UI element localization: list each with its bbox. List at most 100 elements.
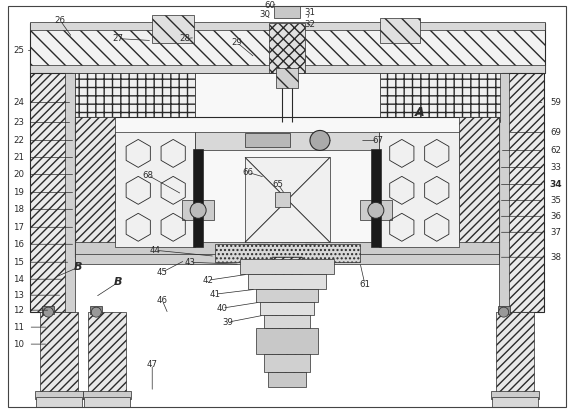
Bar [492, 397, 538, 407]
Text: 33: 33 [550, 163, 561, 172]
Bar [499, 73, 509, 312]
Bar [245, 133, 290, 147]
Text: 27: 27 [113, 34, 124, 43]
Bar [275, 192, 290, 207]
Bar [193, 150, 203, 247]
Text: 68: 68 [143, 171, 154, 180]
Circle shape [91, 307, 101, 317]
Bar [115, 132, 195, 247]
Bar [260, 302, 314, 315]
Bar [380, 73, 499, 122]
Bar [65, 73, 75, 312]
Bar [152, 15, 194, 42]
Text: 25: 25 [13, 46, 24, 55]
Bar [264, 315, 310, 328]
Bar [84, 397, 130, 407]
Bar [256, 328, 318, 354]
Bar [491, 391, 538, 399]
Bar [36, 391, 83, 399]
Text: A: A [415, 106, 425, 119]
Bar [75, 73, 195, 122]
Bar [371, 150, 381, 247]
Bar [75, 242, 499, 257]
Text: 69: 69 [550, 128, 561, 137]
Bar [215, 244, 360, 262]
Text: B: B [74, 262, 83, 272]
Text: 66: 66 [243, 168, 254, 177]
Bar [379, 132, 459, 247]
Bar [245, 157, 330, 242]
Bar [360, 200, 392, 220]
Bar [42, 306, 55, 314]
Text: 38: 38 [550, 253, 561, 262]
Bar [248, 274, 326, 289]
Text: B: B [114, 277, 122, 287]
Bar [40, 312, 78, 397]
Circle shape [190, 202, 206, 218]
Text: 35: 35 [550, 196, 561, 205]
Circle shape [368, 202, 384, 218]
Bar [502, 73, 544, 312]
Text: 31: 31 [304, 8, 316, 17]
Text: 37: 37 [550, 228, 561, 237]
Bar [83, 391, 131, 399]
Bar [75, 117, 499, 132]
Bar [30, 21, 545, 30]
Bar [30, 65, 545, 73]
Circle shape [310, 131, 330, 150]
Text: 10: 10 [13, 339, 24, 349]
Text: 41: 41 [210, 290, 220, 299]
Bar [30, 23, 545, 73]
Text: 39: 39 [223, 318, 234, 327]
Text: 46: 46 [157, 296, 168, 305]
Bar [90, 306, 102, 314]
Text: 19: 19 [13, 188, 24, 197]
Text: 30: 30 [259, 10, 270, 19]
Bar [36, 397, 82, 407]
Text: 32: 32 [304, 20, 316, 29]
Text: 29: 29 [232, 38, 243, 47]
Text: 26: 26 [55, 16, 66, 25]
Bar [272, 257, 302, 382]
Circle shape [499, 307, 509, 317]
Bar [88, 312, 126, 397]
Text: 43: 43 [185, 258, 196, 267]
Text: 13: 13 [13, 291, 24, 300]
Text: 61: 61 [359, 280, 370, 289]
Bar [30, 73, 72, 312]
Text: 34: 34 [549, 180, 562, 189]
Text: 15: 15 [13, 258, 24, 267]
Text: 21: 21 [13, 153, 24, 162]
Text: 22: 22 [13, 136, 24, 145]
Bar [380, 18, 420, 42]
Text: 42: 42 [203, 276, 214, 285]
Text: 62: 62 [550, 146, 561, 155]
Text: 16: 16 [13, 240, 24, 249]
Bar [182, 200, 214, 220]
Text: 17: 17 [13, 223, 24, 232]
Bar [264, 354, 310, 372]
Text: 45: 45 [157, 268, 168, 277]
Text: 65: 65 [273, 180, 284, 189]
Bar [269, 23, 305, 73]
Text: 40: 40 [216, 304, 228, 313]
Text: 12: 12 [13, 306, 24, 315]
Bar [195, 132, 379, 150]
Bar [498, 306, 510, 314]
Bar [240, 259, 334, 274]
Text: 11: 11 [13, 323, 24, 332]
Text: 18: 18 [13, 205, 24, 214]
Bar [272, 257, 302, 382]
Text: 44: 44 [150, 246, 161, 255]
Circle shape [44, 307, 53, 317]
Bar [459, 117, 499, 257]
Text: 23: 23 [13, 118, 24, 127]
Text: 67: 67 [373, 136, 383, 145]
Text: 47: 47 [147, 360, 158, 369]
Bar [75, 117, 115, 257]
Text: 24: 24 [13, 98, 24, 107]
Bar [75, 254, 499, 264]
Text: 28: 28 [180, 34, 191, 43]
Text: 60: 60 [265, 1, 276, 10]
Bar [75, 117, 499, 257]
